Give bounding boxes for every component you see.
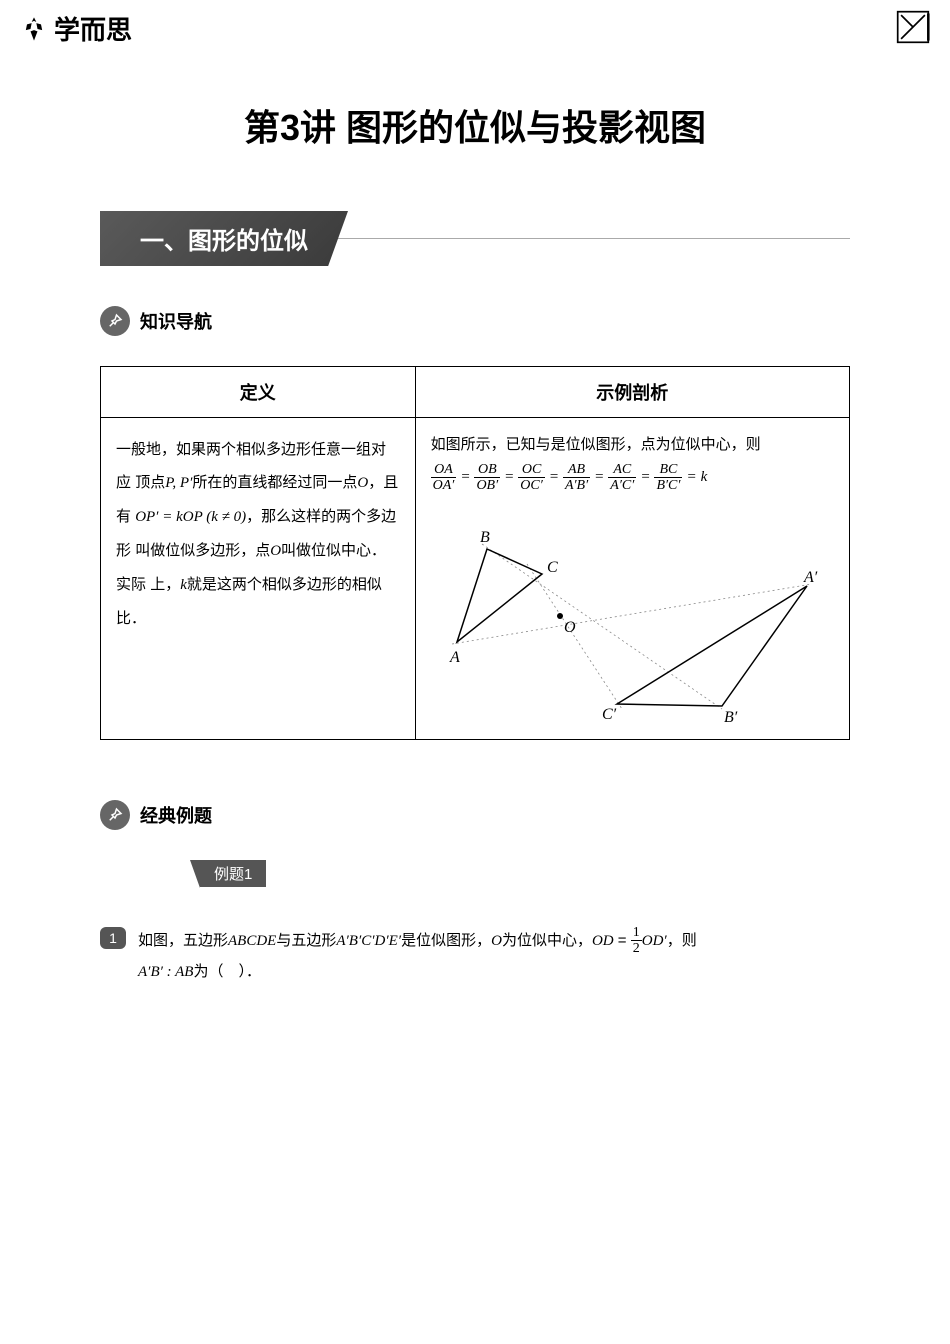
pin-icon bbox=[100, 306, 130, 336]
section-label: 一、图形的位似 bbox=[100, 211, 348, 266]
definition-table: 定义 示例剖析 一般地，如果两个相似多边形任意一组对应 顶点P, P′所在的直线… bbox=[100, 366, 850, 740]
svg-text:A: A bbox=[449, 649, 460, 666]
def-o2: O bbox=[270, 543, 281, 559]
ratio-equation: OAOA′ = OBOB′ = OCOC′ = ABA′B′ = ACA′C′ … bbox=[431, 461, 834, 494]
svg-text:B: B bbox=[480, 529, 490, 546]
section-banner: 一、图形的位似 bbox=[100, 211, 850, 266]
examples-text: 经典例题 bbox=[140, 802, 212, 828]
knowledge-text: 知识导航 bbox=[140, 308, 212, 334]
question-text: 如图，五边形ABCDE与五边形A′B′C′D′E′是位似图形，O为位似中心，OD… bbox=[138, 925, 697, 987]
def-l4a: 叫做位似多边形，点 bbox=[135, 542, 270, 559]
ex-intro: 如图所示，已知与是位似图形，点为位似中心，则 bbox=[431, 433, 834, 457]
td-example: 如图所示，已知与是位似图形，点为位似中心，则 OAOA′ = OBOB′ = O… bbox=[415, 418, 849, 740]
question-1: 1 如图，五边形ABCDE与五边形A′B′C′D′E′是位似图形，O为位似中心，… bbox=[100, 925, 850, 987]
svg-text:C′: C′ bbox=[602, 706, 617, 723]
def-o: O bbox=[357, 475, 368, 491]
def-l5a: 上， bbox=[150, 576, 180, 593]
def-l2a: 顶点 bbox=[135, 474, 165, 491]
def-pp: P, P′ bbox=[165, 475, 192, 491]
svg-text:A′: A′ bbox=[803, 569, 818, 586]
corner-icon bbox=[896, 10, 930, 49]
homothety-diagram: A B C O A′ B′ C′ bbox=[431, 514, 834, 724]
svg-text:B′: B′ bbox=[724, 709, 738, 724]
section-line bbox=[338, 238, 850, 239]
page-header: 学而思 bbox=[0, 0, 950, 49]
question-number: 1 bbox=[100, 927, 126, 949]
examples-heading: 经典例题 bbox=[100, 800, 850, 830]
logo-text: 学而思 bbox=[54, 10, 132, 47]
svg-text:C: C bbox=[547, 559, 558, 576]
logo-icon bbox=[20, 15, 48, 43]
knowledge-heading: 知识导航 bbox=[100, 306, 850, 336]
example-badge: 例题1 bbox=[200, 860, 266, 887]
pin-icon bbox=[100, 800, 130, 830]
th-definition: 定义 bbox=[101, 367, 416, 418]
page-title: 第3讲 图形的位似与投影视图 bbox=[0, 99, 950, 151]
td-definition: 一般地，如果两个相似多边形任意一组对应 顶点P, P′所在的直线都经过同一点O，… bbox=[101, 418, 416, 740]
def-l2b: 所在的直线都经过同一点 bbox=[192, 474, 357, 491]
brand-logo: 学而思 bbox=[20, 10, 132, 47]
def-k: k bbox=[180, 577, 187, 593]
svg-text:O: O bbox=[564, 619, 576, 636]
th-example: 示例剖析 bbox=[415, 367, 849, 418]
def-eq: OP′ = kOP (k ≠ 0) bbox=[135, 509, 246, 525]
